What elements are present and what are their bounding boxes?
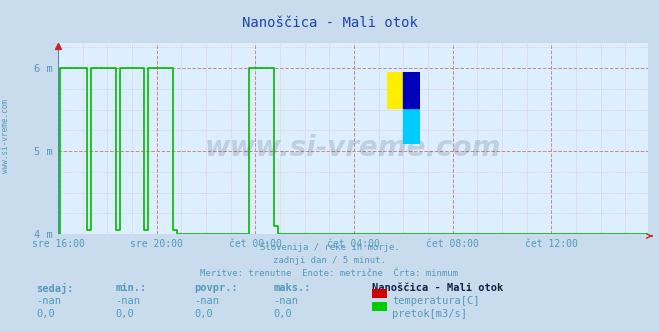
Text: 0,0: 0,0 — [273, 309, 292, 319]
Text: pretok[m3/s]: pretok[m3/s] — [392, 309, 467, 319]
Text: 0,0: 0,0 — [36, 309, 55, 319]
Text: www.si-vreme.com: www.si-vreme.com — [1, 99, 10, 173]
Bar — [387, 72, 403, 108]
Text: www.si-vreme.com: www.si-vreme.com — [205, 134, 501, 162]
Text: -nan: -nan — [115, 296, 140, 306]
Text: zadnji dan / 5 minut.: zadnji dan / 5 minut. — [273, 256, 386, 265]
Text: -nan: -nan — [194, 296, 219, 306]
Bar — [403, 108, 420, 144]
Text: min.:: min.: — [115, 283, 146, 293]
Text: maks.:: maks.: — [273, 283, 311, 293]
Bar — [403, 72, 420, 108]
Text: -nan: -nan — [273, 296, 299, 306]
Text: temperatura[C]: temperatura[C] — [392, 296, 480, 306]
Text: Meritve: trenutne  Enote: metrične  Črta: minmum: Meritve: trenutne Enote: metrične Črta: … — [200, 269, 459, 278]
Text: 0,0: 0,0 — [115, 309, 134, 319]
Text: 0,0: 0,0 — [194, 309, 213, 319]
Text: sedaj:: sedaj: — [36, 283, 74, 294]
Text: Slovenija / reke in morje.: Slovenija / reke in morje. — [260, 243, 399, 252]
Text: Nanoščica - Mali otok: Nanoščica - Mali otok — [372, 283, 503, 293]
Text: Nanoščica - Mali otok: Nanoščica - Mali otok — [242, 16, 417, 30]
Text: povpr.:: povpr.: — [194, 283, 238, 293]
Text: -nan: -nan — [36, 296, 61, 306]
